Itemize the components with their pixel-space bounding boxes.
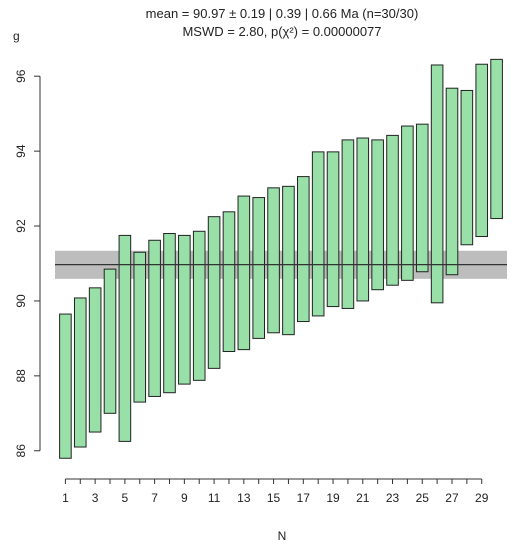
error-bar-29	[475, 63, 489, 238]
error-bar-8	[163, 233, 176, 394]
error-bar-18	[311, 151, 325, 317]
chart-title-line2: MSWD = 2.80, p(χ²) = 0.00000077	[182, 24, 381, 39]
error-bar-27	[445, 87, 459, 276]
error-bar-1	[59, 313, 72, 459]
x-tick-label-25: 25	[416, 491, 430, 505]
bars-layer	[59, 58, 503, 459]
error-bar-26	[430, 64, 444, 304]
error-bar-5	[118, 234, 132, 442]
chart-title-line1: mean = 90.97 ± 0.19 | 0.39 | 0.66 Ma (n=…	[146, 6, 419, 21]
error-bar-4	[103, 268, 117, 414]
y-tick-label-86: 86	[14, 444, 28, 458]
error-bar-6	[133, 251, 147, 403]
error-bar-3	[88, 287, 102, 433]
x-axis-label: N	[278, 529, 287, 543]
y-tick-label-94: 94	[14, 144, 28, 158]
y-tick-label-90: 90	[14, 294, 28, 308]
error-bar-19	[326, 151, 340, 308]
error-bar-23	[386, 134, 399, 286]
error-bar-28	[460, 89, 474, 246]
y-tick-label-92: 92	[14, 219, 28, 233]
error-bar-7	[148, 239, 161, 397]
error-bar-22	[371, 139, 384, 291]
error-bar-2	[73, 297, 87, 448]
x-tick-label-5: 5	[122, 491, 129, 505]
error-bar-14	[252, 197, 265, 339]
y-tick-label-96: 96	[14, 69, 28, 83]
error-bar-21	[356, 137, 370, 302]
error-bar-24	[401, 125, 414, 281]
error-bar-25	[415, 123, 429, 273]
x-tick-label-21: 21	[356, 491, 370, 505]
x-tick-label-27: 27	[445, 491, 459, 505]
error-bar-20	[341, 139, 355, 309]
x-tick-label-1: 1	[62, 491, 69, 505]
error-bar-11	[207, 216, 221, 369]
error-bar-30	[490, 58, 503, 220]
x-axis: 1 3 5 7 9 11 13 15 17 19 21 23 25 27 29	[62, 478, 489, 505]
error-bar-17	[297, 176, 310, 323]
error-bar-9	[178, 234, 191, 385]
error-bar-12	[222, 211, 236, 353]
x-tick-label-17: 17	[297, 491, 311, 505]
x-tick-label-19: 19	[326, 491, 340, 505]
x-tick-label-3: 3	[92, 491, 99, 505]
x-tick-label-7: 7	[151, 491, 158, 505]
error-bar-16	[282, 185, 295, 336]
x-tick-label-23: 23	[386, 491, 400, 505]
x-tick-label-11: 11	[208, 491, 221, 505]
x-tick-label-15: 15	[267, 491, 281, 505]
x-tick-label-29: 29	[475, 491, 489, 505]
y-axis: 86 88 90 92 94 96	[14, 69, 41, 458]
y-axis-label: g	[13, 29, 20, 43]
error-bar-15	[267, 187, 280, 334]
error-bar-13	[237, 195, 251, 351]
x-tick-label-9: 9	[181, 491, 188, 505]
x-tick-label-13: 13	[237, 491, 251, 505]
y-tick-label-88: 88	[14, 369, 28, 383]
error-bar-10	[192, 230, 206, 381]
